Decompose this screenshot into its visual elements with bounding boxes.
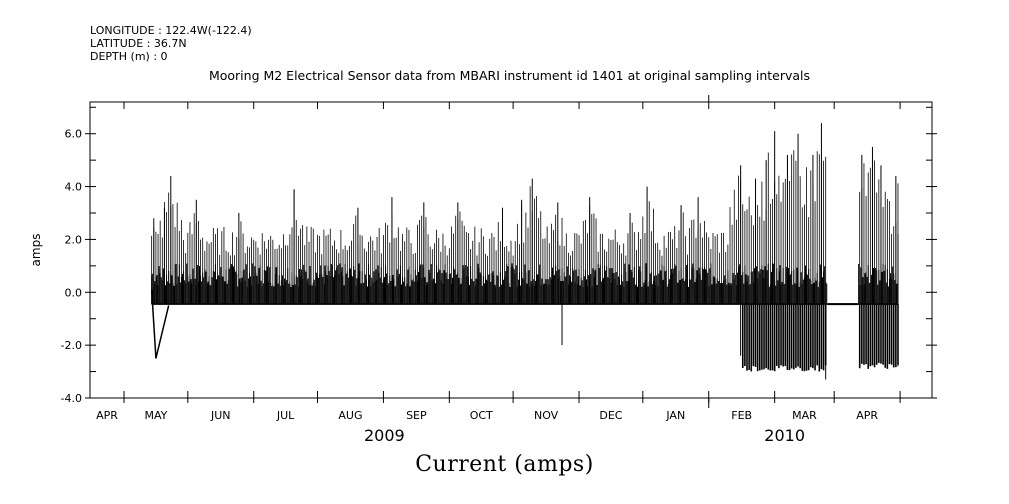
series-current [150, 123, 899, 380]
depth-label: DEPTH (m) : 0 [90, 50, 168, 63]
x-month-label: DEC [599, 409, 622, 422]
x-month-label: JUN [210, 409, 231, 422]
x-month-label: JAN [665, 409, 685, 422]
x-month-label: MAY [144, 409, 167, 422]
x-month-label: JUL [276, 409, 295, 422]
x-year-label: 2010 [764, 426, 805, 445]
y-axis-label: amps [29, 234, 43, 267]
x-month-label: NOV [534, 409, 559, 422]
x-month-label: MAR [792, 409, 817, 422]
x-month-label: AUG [338, 409, 362, 422]
x-month-label: SEP [406, 409, 427, 422]
start-transient [150, 289, 157, 359]
chart-caption: Current (amps) [415, 452, 594, 477]
x-month-label: OCT [470, 409, 493, 422]
x-year-label: 2009 [364, 426, 405, 445]
latitude-label: LATITUDE : 36.7N [90, 37, 187, 50]
x-month-label: FEB [731, 409, 752, 422]
y-tick-label: 0.0 [65, 286, 83, 299]
y-tick-label: -2.0 [61, 339, 82, 352]
longitude-label: LONGITUDE : 122.4W(-122.4) [90, 24, 252, 37]
start-transient [155, 305, 170, 359]
y-tick-label: -4.0 [61, 392, 82, 405]
x-month-label: APR [96, 409, 118, 422]
y-tick-label: 4.0 [65, 181, 83, 194]
y-tick-label: 6.0 [65, 128, 83, 141]
plot-frame [89, 101, 933, 399]
chart-title: Mooring M2 Electrical Sensor data from M… [208, 68, 811, 83]
y-tick-label: 2.0 [65, 233, 83, 246]
x-month-label: APR [856, 409, 878, 422]
